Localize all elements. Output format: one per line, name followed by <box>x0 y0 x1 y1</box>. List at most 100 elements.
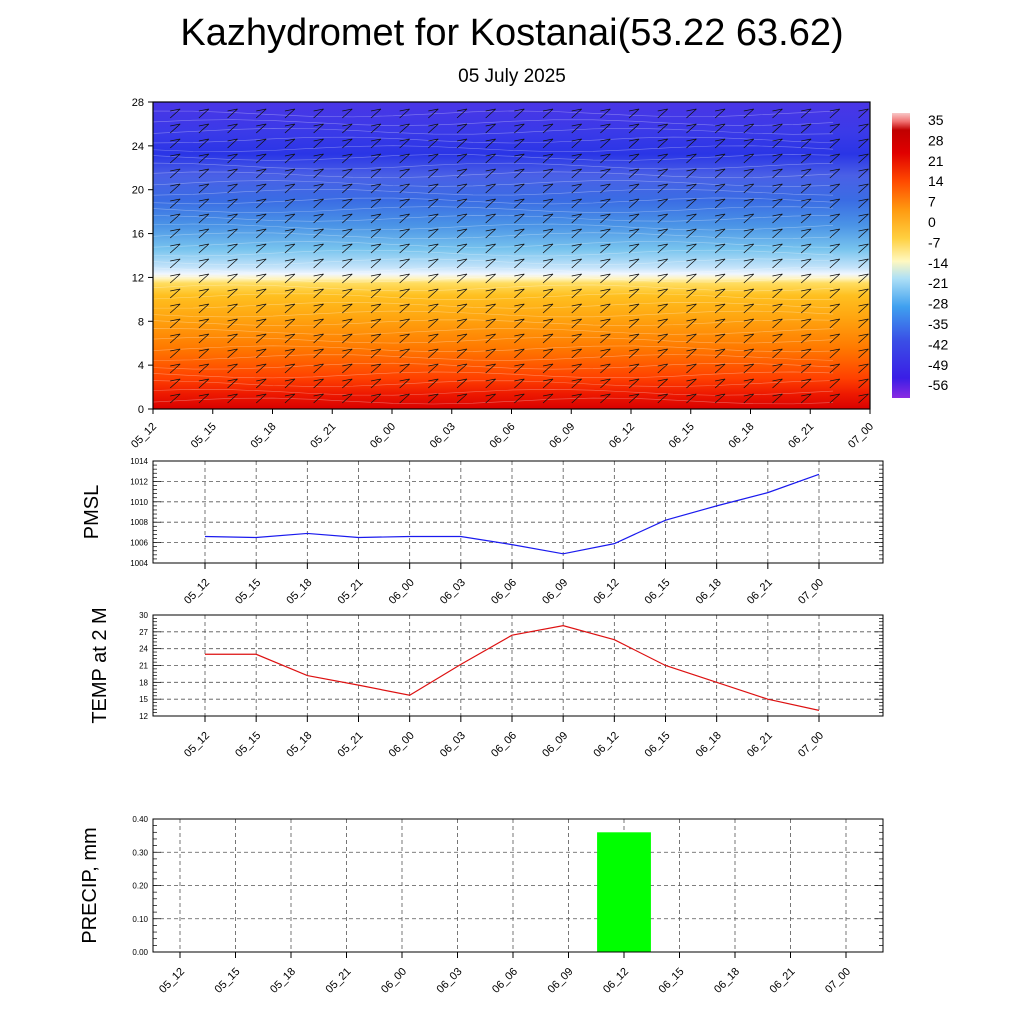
wind-barb <box>198 363 210 374</box>
wind-barb <box>542 168 554 179</box>
wind-barb <box>428 213 439 224</box>
heatmap-xtick-label: 06_00 <box>368 421 398 451</box>
pmsl-xtick-label: 05_15 <box>233 577 263 607</box>
wind-barb <box>686 153 697 164</box>
wind-barb <box>714 108 726 119</box>
wind-barb <box>169 303 181 314</box>
wind-barb <box>198 138 210 149</box>
wind-barb <box>399 258 410 269</box>
wind-barb <box>313 183 324 194</box>
wind-barb <box>542 348 554 359</box>
wind-barb <box>743 153 755 164</box>
precip-xtick-label: 06_00 <box>379 966 409 996</box>
wind-barb <box>370 273 382 284</box>
wind-barb <box>428 378 439 389</box>
wind-barb <box>485 318 496 329</box>
precip-ylabel: PRECIP, mm <box>79 827 101 943</box>
wind-barb <box>743 378 755 389</box>
wind-barb <box>456 288 468 299</box>
wind-barb <box>428 123 439 134</box>
wind-barb <box>600 108 611 119</box>
wind-barb <box>772 348 783 359</box>
wind-barb <box>657 333 669 344</box>
wind-barb <box>743 138 755 149</box>
wind-barb <box>227 363 238 374</box>
wind-barb <box>428 168 439 179</box>
heatmap-ytick-label: 16 <box>132 229 144 241</box>
wind-barb <box>772 108 783 119</box>
wind-barb <box>600 288 611 299</box>
colorbar-label: 21 <box>928 153 944 169</box>
wind-barb <box>714 228 726 239</box>
wind-barb <box>800 123 812 134</box>
wind-barb <box>714 333 726 344</box>
wind-barb <box>628 318 640 329</box>
wind-barb <box>686 123 697 134</box>
pmsl-ytick-label: 1010 <box>130 498 148 507</box>
wind-barb <box>284 108 296 119</box>
wind-barb <box>743 123 755 134</box>
wind-barb <box>198 258 210 269</box>
wind-barb <box>800 258 812 269</box>
precip-xtick-label: 05_12 <box>157 966 187 996</box>
wind-barb <box>428 318 439 329</box>
wind-barb <box>542 258 554 269</box>
colorbar-label: 28 <box>928 132 944 148</box>
wind-barb <box>255 258 267 269</box>
wind-barb <box>829 108 841 119</box>
precip-ytick-label: 0.10 <box>132 915 148 924</box>
heatmap-xtick-label: 05_21 <box>308 421 338 451</box>
heatmap-xtick-label: 06_12 <box>607 421 637 451</box>
wind-barb <box>227 243 238 254</box>
wind-barb <box>428 393 439 404</box>
wind-barb <box>370 333 382 344</box>
wind-barb <box>227 123 238 134</box>
wind-barb <box>169 108 181 119</box>
wind-barb <box>542 213 554 224</box>
temp-xtick-label: 06_00 <box>387 730 417 760</box>
temp-xtick-label: 05_15 <box>233 730 263 760</box>
temp-xtick-label: 06_06 <box>489 730 519 760</box>
wind-barb <box>456 303 468 314</box>
wind-barb <box>858 288 869 299</box>
wind-barb <box>542 243 554 254</box>
wind-barb <box>714 153 726 164</box>
wind-barb <box>800 273 812 284</box>
wind-barb <box>714 393 726 404</box>
wind-barb <box>858 258 869 269</box>
wind-barb <box>628 273 640 284</box>
wind-barb <box>255 288 267 299</box>
temp-ytick-label: 15 <box>139 695 148 704</box>
wind-barb <box>858 378 869 389</box>
wind-barb <box>514 348 525 359</box>
wind-barb <box>514 273 525 284</box>
wind-barb <box>456 363 468 374</box>
wind-barb <box>571 288 582 299</box>
wind-barb <box>198 303 210 314</box>
wind-barb <box>169 288 181 299</box>
wind-barb <box>399 288 410 299</box>
wind-barb <box>714 288 726 299</box>
wind-barb <box>514 228 525 239</box>
temp-xtick-label: 06_21 <box>745 730 775 760</box>
wind-barb <box>829 273 841 284</box>
wind-barb <box>342 273 353 284</box>
wind-barb <box>255 378 267 389</box>
wind-barb <box>743 333 755 344</box>
wind-barb <box>342 393 353 404</box>
wind-barb <box>714 168 726 179</box>
wind-barb <box>399 348 410 359</box>
wind-barb <box>428 333 439 344</box>
pmsl-ylabel: PMSL <box>81 485 103 539</box>
wind-barb <box>686 273 697 284</box>
wind-barb <box>686 333 697 344</box>
wind-barb <box>800 198 812 209</box>
wind-barb <box>456 333 468 344</box>
wind-barb <box>657 138 669 149</box>
wind-barb <box>313 318 324 329</box>
wind-barb <box>342 288 353 299</box>
wind-barb <box>198 378 210 389</box>
wind-barb <box>686 393 697 404</box>
wind-barb <box>370 138 382 149</box>
wind-barb <box>227 378 238 389</box>
